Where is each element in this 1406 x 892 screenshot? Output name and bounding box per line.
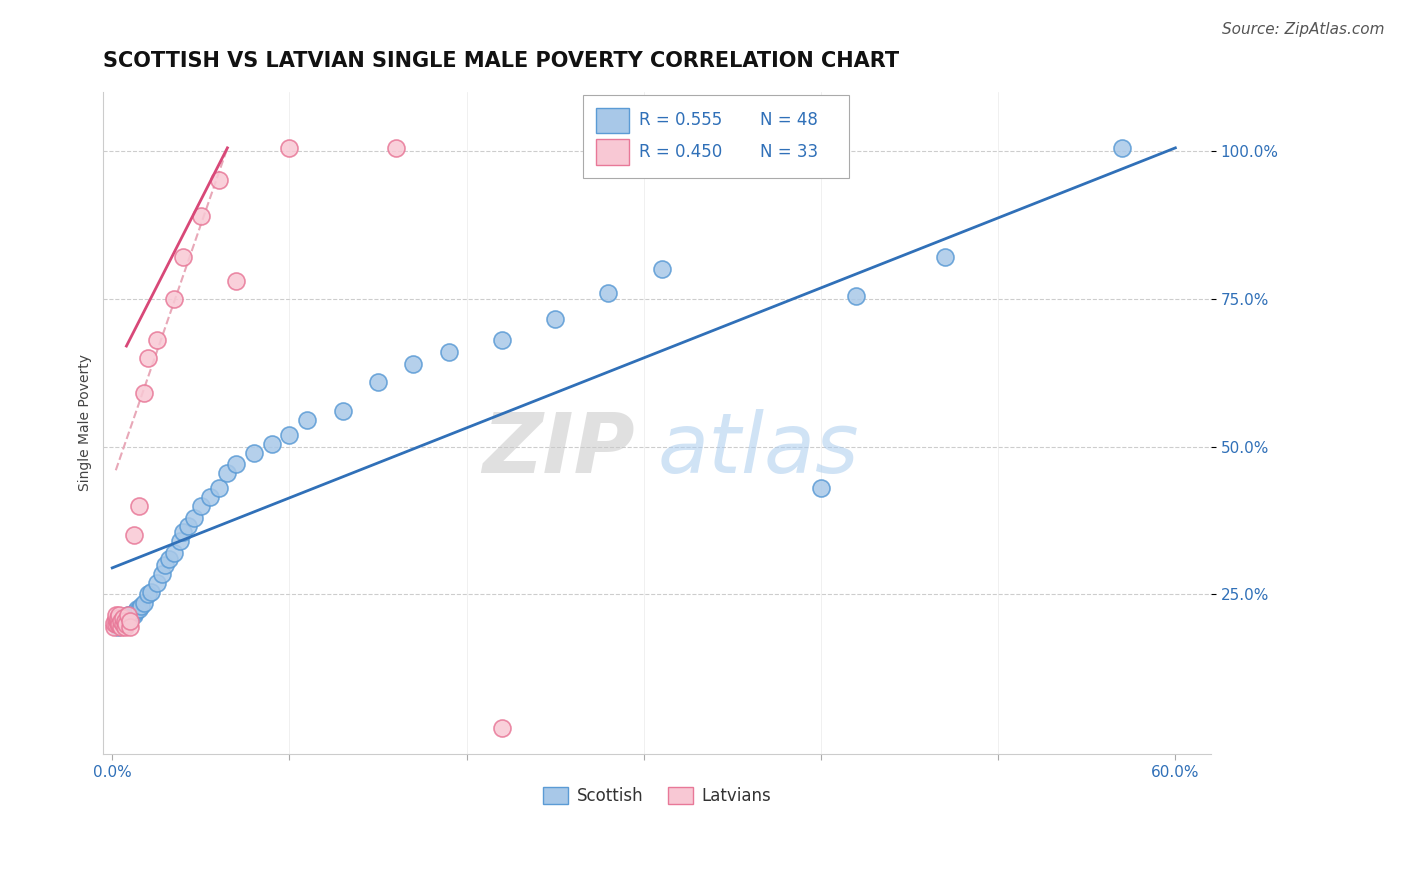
Point xyxy=(129,599,152,614)
Point xyxy=(141,584,163,599)
Point xyxy=(114,614,136,628)
Point xyxy=(163,546,186,560)
Bar xyxy=(596,108,630,133)
Point xyxy=(190,209,212,223)
Point xyxy=(108,617,131,632)
Point xyxy=(118,620,141,634)
Point xyxy=(145,575,167,590)
Point xyxy=(118,608,141,623)
Point xyxy=(190,499,212,513)
Point xyxy=(111,617,134,632)
Point xyxy=(402,357,425,371)
Text: N = 33: N = 33 xyxy=(761,143,818,161)
Point xyxy=(110,620,132,634)
Point xyxy=(110,618,132,632)
Point xyxy=(183,510,205,524)
Point xyxy=(650,262,672,277)
Point xyxy=(934,250,956,264)
Point xyxy=(125,602,148,616)
Bar xyxy=(596,139,630,164)
Point xyxy=(118,612,141,626)
Text: R = 0.555: R = 0.555 xyxy=(640,112,723,129)
Point xyxy=(104,612,127,626)
Point xyxy=(107,611,129,625)
Legend: Scottish, Latvians: Scottish, Latvians xyxy=(537,780,778,812)
Point xyxy=(136,351,159,365)
Point xyxy=(437,345,460,359)
Text: atlas: atlas xyxy=(657,409,859,490)
Point xyxy=(810,481,832,495)
Text: Source: ZipAtlas.com: Source: ZipAtlas.com xyxy=(1222,22,1385,37)
Point xyxy=(598,285,620,300)
Point xyxy=(295,413,318,427)
Point xyxy=(169,534,191,549)
Point xyxy=(110,614,132,628)
Point xyxy=(332,404,354,418)
Point xyxy=(198,490,221,504)
Y-axis label: Single Male Poverty: Single Male Poverty xyxy=(79,354,93,491)
Point xyxy=(367,375,389,389)
Point xyxy=(145,333,167,347)
Point xyxy=(278,427,301,442)
Point xyxy=(260,436,283,450)
Point xyxy=(103,615,125,630)
FancyBboxPatch shape xyxy=(583,95,849,178)
Point xyxy=(115,611,138,625)
Text: SCOTTISH VS LATVIAN SINGLE MALE POVERTY CORRELATION CHART: SCOTTISH VS LATVIAN SINGLE MALE POVERTY … xyxy=(104,51,900,70)
Point xyxy=(114,620,136,634)
Point xyxy=(104,608,127,623)
Point xyxy=(110,614,132,628)
Point xyxy=(134,596,156,610)
Point xyxy=(1111,141,1133,155)
Point xyxy=(155,558,177,572)
Point xyxy=(544,312,567,326)
Point xyxy=(108,617,131,632)
Point xyxy=(177,519,200,533)
Point xyxy=(225,458,247,472)
Text: ZIP: ZIP xyxy=(482,409,636,490)
Text: R = 0.450: R = 0.450 xyxy=(640,143,723,161)
Point xyxy=(207,173,229,187)
Point xyxy=(207,481,229,495)
Point xyxy=(225,274,247,288)
Point xyxy=(134,386,156,401)
Point xyxy=(384,141,406,155)
Point xyxy=(150,566,173,581)
Point xyxy=(217,467,239,481)
Point xyxy=(491,721,513,735)
Point xyxy=(117,608,139,623)
Point xyxy=(491,333,513,347)
Point xyxy=(163,292,186,306)
Point xyxy=(128,499,150,513)
Point xyxy=(243,445,266,459)
Point xyxy=(107,614,129,628)
Point xyxy=(108,608,131,623)
Point xyxy=(136,587,159,601)
Point xyxy=(107,617,129,632)
Point xyxy=(115,617,138,632)
Point xyxy=(118,614,141,628)
Text: N = 48: N = 48 xyxy=(761,112,818,129)
Point xyxy=(111,611,134,625)
Point xyxy=(117,608,139,623)
Point xyxy=(122,528,145,542)
Point xyxy=(107,620,129,634)
Point xyxy=(172,250,194,264)
Point xyxy=(278,141,301,155)
Point xyxy=(172,525,194,540)
Point xyxy=(128,602,150,616)
Point xyxy=(122,608,145,623)
Point xyxy=(845,289,868,303)
Point xyxy=(114,614,136,628)
Point xyxy=(104,617,127,632)
Point xyxy=(157,552,180,566)
Point xyxy=(103,620,125,634)
Point xyxy=(111,617,134,632)
Point xyxy=(124,605,146,619)
